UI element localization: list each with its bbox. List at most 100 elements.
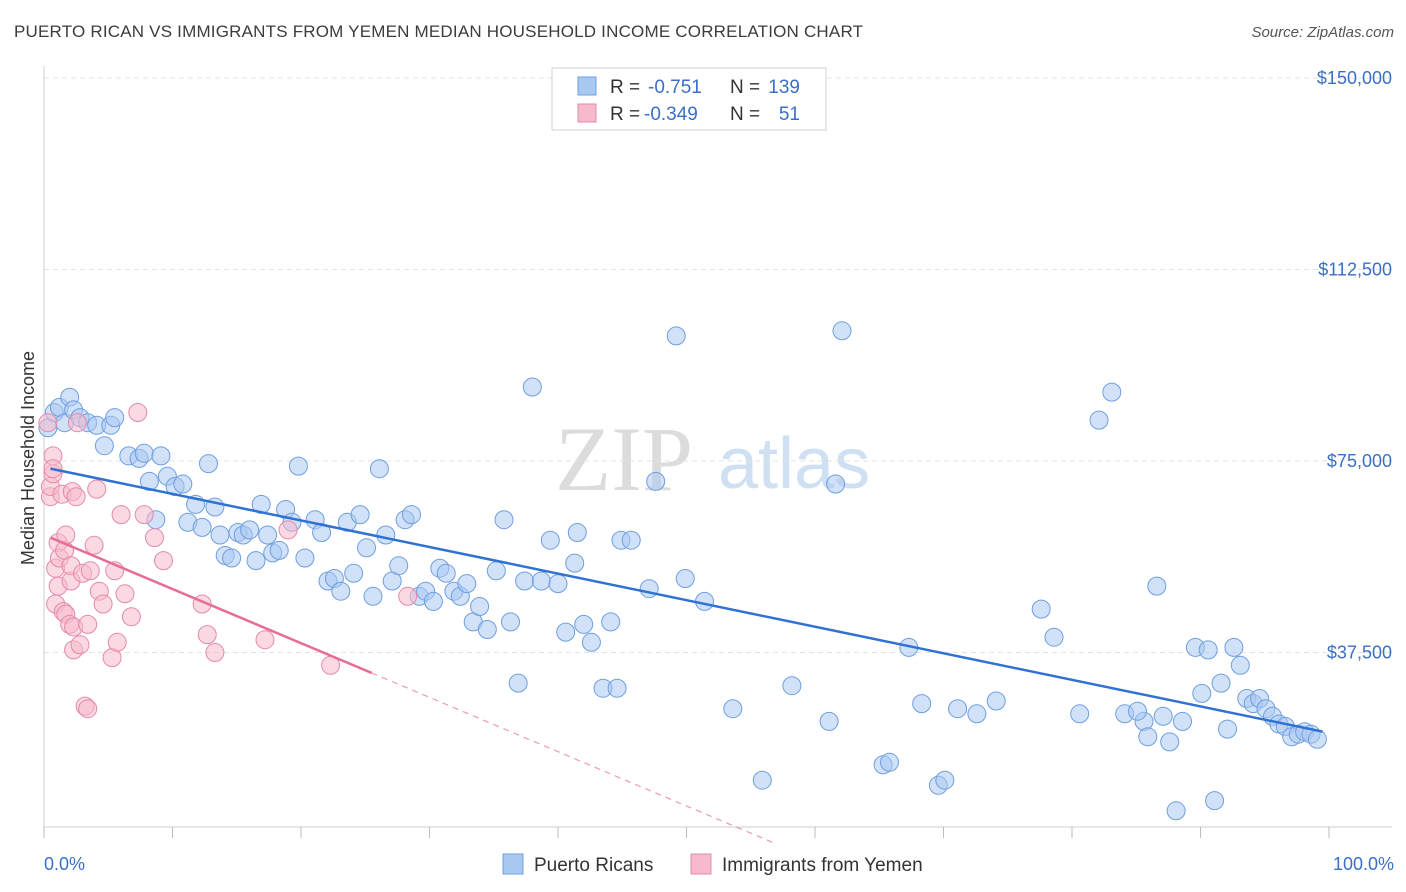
x-tick-label-left: 0.0%: [44, 854, 85, 874]
point-puerto-ricans-34: [258, 525, 278, 545]
point-puerto-ricans-79: [567, 523, 587, 542]
point-puerto-ricans-54: [389, 556, 409, 576]
point-puerto-ricans-59: [423, 591, 443, 611]
point-puerto-ricans-92: [723, 699, 743, 719]
point-puerto-ricans-40: [295, 548, 315, 568]
stats-legend-n-value-1: 139: [768, 77, 800, 98]
point-puerto-ricans-109: [1070, 704, 1090, 724]
stats-legend-r-label-1: R =: [610, 77, 640, 98]
point-puerto-ricans-36: [269, 540, 289, 560]
point-yemen-22: [66, 487, 86, 507]
stats-legend-r-value-1: -0.751: [648, 77, 702, 98]
point-puerto-ricans-90: [666, 326, 686, 346]
point-puerto-ricans-28: [222, 548, 242, 568]
point-puerto-ricans-105: [967, 704, 987, 724]
legend-swatch-puerto-ricans: [502, 853, 524, 875]
stats-legend-n-label-1: N =: [730, 77, 760, 98]
point-yemen-42: [145, 528, 164, 548]
point-puerto-ricans-76: [548, 574, 568, 594]
series-legend: Puerto Ricans Immigrants from Yemen: [502, 853, 923, 876]
point-puerto-ricans-32: [246, 551, 266, 571]
point-puerto-ricans-20: [173, 474, 193, 494]
point-puerto-ricans-93: [752, 770, 772, 790]
point-puerto-ricans-115: [1138, 727, 1158, 747]
point-puerto-ricans-89: [675, 569, 695, 588]
point-puerto-ricans-122: [1192, 683, 1212, 703]
point-yemen-39: [121, 607, 141, 627]
point-yemen-47: [255, 630, 275, 650]
point-puerto-ricans-114: [1128, 701, 1147, 721]
point-puerto-ricans-9: [94, 436, 114, 456]
point-yemen-37: [111, 505, 131, 525]
stats-legend-n-label-2: N =: [730, 104, 760, 125]
point-puerto-ricans-80: [574, 614, 594, 634]
stats-legend-n-value-2: 51: [779, 104, 800, 125]
point-puerto-ricans-47: [344, 563, 364, 583]
chart-title: PUERTO RICAN VS IMMIGRANTS FROM YEMEN ME…: [14, 22, 864, 41]
point-yemen-30: [84, 535, 104, 555]
grid-lines: [44, 77, 1392, 653]
point-puerto-ricans-108: [1044, 627, 1064, 647]
trend-line-yemen: [49, 536, 373, 675]
point-puerto-ricans-39: [288, 456, 308, 476]
point-puerto-ricans-99: [880, 752, 899, 772]
point-puerto-ricans-103: [935, 770, 955, 790]
point-puerto-ricans-73: [522, 377, 542, 397]
point-puerto-ricans-31: [240, 520, 260, 540]
point-puerto-ricans-84: [607, 678, 627, 698]
y-tick-label-1: $75,000: [1327, 451, 1392, 471]
point-puerto-ricans-67: [477, 620, 497, 639]
trend-lines: [49, 467, 1323, 845]
stats-legend-r-label-2: R =: [610, 104, 640, 125]
point-yemen-38: [115, 584, 135, 604]
point-puerto-ricans-107: [1031, 599, 1051, 619]
point-puerto-ricans-140: [1307, 729, 1327, 749]
x-tick-label-right: 100.0%: [1333, 854, 1394, 874]
y-tick-label-0: $37,500: [1327, 643, 1392, 663]
point-puerto-ricans-17: [151, 446, 171, 466]
trend-line-yemen-extension: [371, 672, 777, 845]
point-puerto-ricans-23: [192, 517, 212, 537]
point-yemen-27: [78, 699, 98, 719]
point-puerto-ricans-110: [1089, 410, 1109, 430]
point-puerto-ricans-106: [986, 691, 1006, 711]
point-puerto-ricans-128: [1230, 655, 1250, 675]
point-puerto-ricans-61: [436, 563, 456, 583]
point-puerto-ricans-127: [1224, 637, 1244, 657]
point-yemen-45: [197, 625, 217, 645]
point-puerto-ricans-88: [646, 471, 666, 491]
point-puerto-ricans-64: [457, 574, 477, 594]
point-puerto-ricans-52: [376, 525, 396, 545]
point-puerto-ricans-124: [1205, 791, 1225, 811]
watermark: ZIP atlas: [555, 408, 870, 510]
point-puerto-ricans-83: [601, 612, 621, 632]
series-yemen-points: [38, 403, 418, 719]
point-yemen-29: [80, 561, 100, 581]
point-puerto-ricans-66: [470, 597, 490, 616]
y-tick-label-3: $150,000: [1317, 68, 1392, 88]
point-puerto-ricans-104: [948, 699, 968, 719]
point-puerto-ricans-51: [369, 459, 389, 479]
point-puerto-ricans-69: [494, 510, 514, 530]
point-puerto-ricans-118: [1160, 732, 1180, 752]
point-yemen-31: [87, 479, 107, 499]
point-puerto-ricans-94: [782, 676, 802, 696]
point-puerto-ricans-120: [1173, 711, 1192, 731]
y-axis-labels: $37,500 $75,000 $112,500 $150,000: [1317, 68, 1392, 663]
source-credit: Source: ZipAtlas.com: [1251, 24, 1394, 41]
point-puerto-ricans-126: [1218, 719, 1237, 739]
point-yemen-36: [107, 632, 127, 652]
stats-legend-swatch-puerto-ricans: [577, 76, 597, 96]
point-puerto-ricans-49: [357, 538, 376, 558]
y-tick-label-2: $112,500: [1318, 260, 1392, 280]
point-yemen-28: [78, 614, 98, 634]
legend-label-yemen: Immigrants from Yemen: [722, 855, 923, 876]
point-puerto-ricans-96: [832, 321, 852, 341]
point-puerto-ricans-45: [331, 581, 351, 601]
point-puerto-ricans-74: [531, 571, 551, 591]
point-puerto-ricans-71: [508, 673, 528, 693]
point-puerto-ricans-11: [105, 408, 125, 428]
point-puerto-ricans-14: [134, 443, 154, 463]
point-puerto-ricans-24: [199, 454, 218, 474]
